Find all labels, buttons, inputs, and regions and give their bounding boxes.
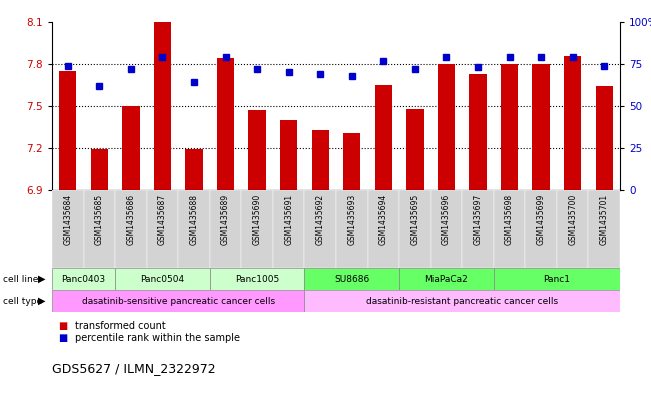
Bar xyxy=(217,59,234,190)
Text: GSM1435688: GSM1435688 xyxy=(189,194,199,245)
Bar xyxy=(154,22,171,190)
Text: GSM1435689: GSM1435689 xyxy=(221,194,230,245)
Bar xyxy=(52,268,115,290)
Bar xyxy=(312,130,329,190)
Bar xyxy=(305,290,620,312)
Bar xyxy=(210,190,242,268)
Text: GSM1435696: GSM1435696 xyxy=(442,194,451,245)
Bar xyxy=(493,268,620,290)
Bar xyxy=(437,64,455,190)
Text: GSM1435692: GSM1435692 xyxy=(316,194,325,245)
Bar xyxy=(52,190,83,268)
Bar xyxy=(210,268,305,290)
Text: GSM1435700: GSM1435700 xyxy=(568,194,577,245)
Text: transformed count: transformed count xyxy=(75,321,165,331)
Bar xyxy=(83,190,115,268)
Bar xyxy=(431,190,462,268)
Bar xyxy=(242,190,273,268)
Bar xyxy=(115,190,146,268)
Bar xyxy=(305,268,399,290)
Bar xyxy=(469,74,487,190)
Bar xyxy=(399,190,431,268)
Text: GSM1435691: GSM1435691 xyxy=(284,194,293,245)
Text: GSM1435699: GSM1435699 xyxy=(536,194,546,245)
Bar xyxy=(186,149,202,190)
Bar xyxy=(375,85,392,190)
Bar xyxy=(406,109,424,190)
Text: Panc0504: Panc0504 xyxy=(141,274,184,283)
Text: cell type: cell type xyxy=(3,296,42,305)
Text: ■: ■ xyxy=(59,333,71,343)
Text: ▶: ▶ xyxy=(38,296,46,306)
Bar xyxy=(368,190,399,268)
Bar xyxy=(557,190,589,268)
Text: cell line: cell line xyxy=(3,274,38,283)
Bar xyxy=(501,64,518,190)
Bar xyxy=(399,268,493,290)
Text: percentile rank within the sample: percentile rank within the sample xyxy=(75,333,240,343)
Text: GSM1435684: GSM1435684 xyxy=(63,194,72,245)
Bar xyxy=(305,190,336,268)
Text: GSM1435697: GSM1435697 xyxy=(473,194,482,245)
Bar xyxy=(115,268,210,290)
Text: GSM1435693: GSM1435693 xyxy=(347,194,356,245)
Text: MiaPaCa2: MiaPaCa2 xyxy=(424,274,468,283)
Text: ▶: ▶ xyxy=(38,274,46,284)
Text: SU8686: SU8686 xyxy=(334,274,369,283)
Bar xyxy=(462,190,493,268)
Bar xyxy=(589,190,620,268)
Text: GSM1435701: GSM1435701 xyxy=(600,194,609,245)
Text: GSM1435686: GSM1435686 xyxy=(126,194,135,245)
Bar xyxy=(564,55,581,190)
Bar xyxy=(146,190,178,268)
Bar xyxy=(59,71,76,190)
Text: GSM1435694: GSM1435694 xyxy=(379,194,388,245)
Bar xyxy=(493,190,525,268)
Text: GSM1435687: GSM1435687 xyxy=(158,194,167,245)
Text: Panc1005: Panc1005 xyxy=(235,274,279,283)
Bar xyxy=(249,110,266,190)
Text: GDS5627 / ILMN_2322972: GDS5627 / ILMN_2322972 xyxy=(52,362,215,375)
Bar xyxy=(122,106,139,190)
Bar xyxy=(178,190,210,268)
Text: Panc0403: Panc0403 xyxy=(61,274,105,283)
Bar xyxy=(336,190,368,268)
Text: Panc1: Panc1 xyxy=(544,274,570,283)
Bar xyxy=(525,190,557,268)
Bar xyxy=(533,64,550,190)
Text: dasatinib-resistant pancreatic cancer cells: dasatinib-resistant pancreatic cancer ce… xyxy=(366,296,559,305)
Text: GSM1435690: GSM1435690 xyxy=(253,194,262,245)
Bar xyxy=(596,86,613,190)
Bar xyxy=(52,290,305,312)
Bar xyxy=(280,120,298,190)
Bar xyxy=(273,190,305,268)
Text: GSM1435685: GSM1435685 xyxy=(95,194,104,245)
Text: GSM1435695: GSM1435695 xyxy=(410,194,419,245)
Text: dasatinib-sensitive pancreatic cancer cells: dasatinib-sensitive pancreatic cancer ce… xyxy=(81,296,275,305)
Bar xyxy=(343,132,361,190)
Bar xyxy=(90,149,108,190)
Text: ■: ■ xyxy=(59,321,71,331)
Text: GSM1435698: GSM1435698 xyxy=(505,194,514,245)
